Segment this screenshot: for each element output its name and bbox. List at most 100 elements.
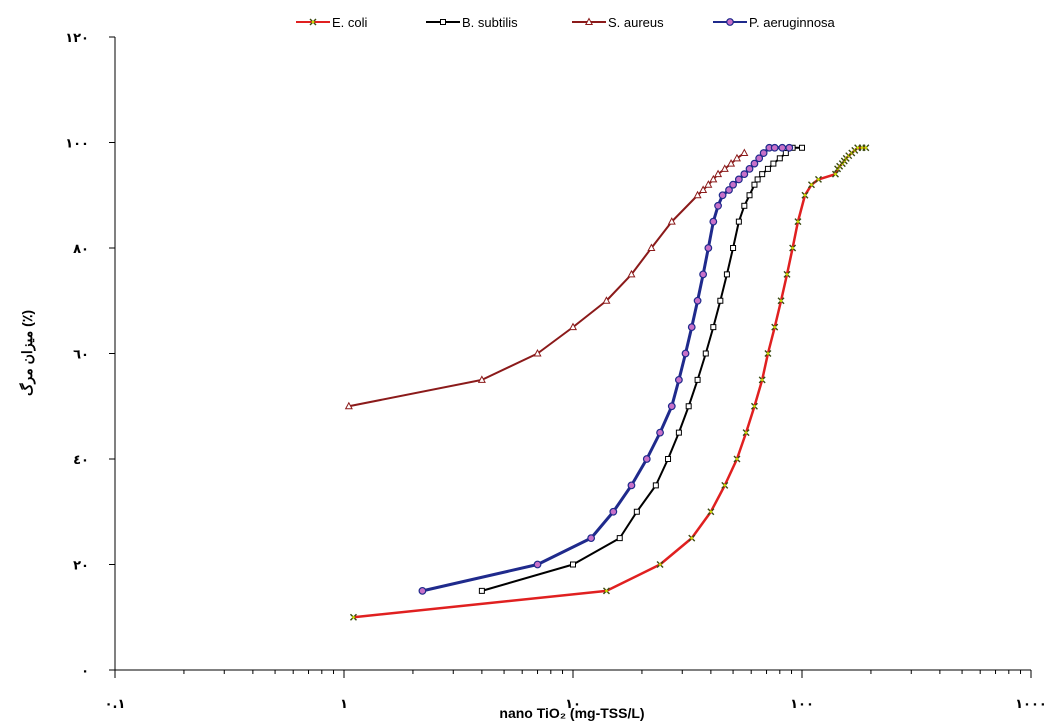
legend-label: B. subtilis — [462, 15, 518, 30]
legend-marker — [440, 19, 446, 25]
legend-marker — [584, 17, 594, 25]
data-point — [759, 149, 768, 157]
data-point — [735, 218, 742, 225]
series-p-aeruginnosa — [418, 143, 794, 595]
series-b-subtilis — [478, 144, 805, 594]
data-point — [699, 185, 708, 193]
y-axis-ticks: ٠ ٢٠ ٤٠ ٦٠ ٨٠ ١٠٠ ١٢٠ — [65, 31, 115, 679]
x-tick-label: ١ — [340, 697, 348, 712]
data-point — [418, 586, 427, 595]
legend-item: E. coli — [296, 15, 368, 30]
data-point — [740, 148, 749, 157]
data-point — [478, 587, 485, 594]
data-point — [750, 402, 758, 410]
data-point — [734, 175, 743, 184]
x-tick-label: ١٠ — [565, 697, 581, 712]
data-point — [633, 508, 640, 515]
data-point — [533, 560, 542, 569]
y-tick-label: ٠ — [81, 664, 89, 679]
data-point — [667, 402, 676, 411]
data-point — [533, 348, 542, 357]
data-point — [642, 455, 651, 463]
data-point — [862, 144, 870, 152]
data-point — [707, 508, 715, 516]
data-point — [727, 159, 736, 167]
x-tick-label: ١٠٠٠ — [1015, 697, 1047, 712]
data-point — [732, 153, 741, 162]
data-point — [627, 269, 636, 278]
data-point — [709, 174, 718, 183]
data-point — [602, 296, 611, 304]
data-point — [687, 323, 696, 332]
data-point — [720, 164, 729, 172]
data-point — [685, 403, 692, 410]
data-point — [771, 323, 779, 331]
data-point — [759, 171, 766, 178]
data-point — [656, 561, 664, 568]
data-point — [814, 175, 822, 183]
x-tick-label: ١٠٠ — [790, 697, 814, 712]
data-point — [764, 165, 771, 172]
axes — [114, 37, 1031, 671]
data-point — [718, 191, 727, 200]
legend-label: S. aureus — [608, 15, 664, 30]
data-point — [665, 456, 672, 462]
data-point — [725, 186, 733, 194]
data-point — [702, 350, 709, 357]
data-point — [568, 322, 578, 331]
legend-item: P. aeruginnosa — [713, 15, 836, 30]
x-tick-label: ٠.١ — [105, 697, 126, 712]
data-point — [570, 561, 576, 568]
data-point — [693, 296, 702, 305]
y-tick-label: ١٢٠ — [65, 31, 89, 46]
legend-item: S. aureus — [572, 15, 664, 30]
data-point — [714, 169, 723, 178]
x-axis-label: nano TiO₂ (mg-TSS/L) — [499, 705, 644, 721]
data-point — [742, 429, 750, 437]
x-axis-ticks: ٠.١ ١ ١٠ ١٠٠ ١٠٠٠ — [105, 670, 1047, 712]
data-point — [770, 160, 777, 167]
data-point — [785, 143, 794, 152]
data-point — [764, 350, 772, 357]
data-point — [807, 181, 815, 189]
data-point — [750, 159, 759, 168]
data-point — [681, 349, 690, 358]
data-point — [587, 534, 596, 543]
data-point — [794, 218, 802, 226]
data-point — [717, 297, 724, 304]
data-point — [674, 375, 683, 384]
data-point — [723, 271, 730, 278]
data-point — [801, 191, 809, 199]
y-tick-label: ٢٠ — [73, 559, 89, 574]
data-point — [647, 243, 656, 251]
data-point — [602, 587, 610, 595]
series-e-coli — [349, 144, 870, 621]
data-point — [789, 244, 797, 252]
data-point — [704, 244, 713, 252]
data-point — [699, 270, 708, 279]
series-line — [353, 146, 866, 619]
y-tick-label: ٦٠ — [73, 348, 89, 363]
data-point — [710, 324, 717, 331]
data-point — [751, 181, 758, 188]
data-point — [693, 190, 702, 199]
data-point — [656, 428, 664, 437]
data-point — [754, 176, 761, 183]
y-tick-label: ١٠٠ — [65, 137, 89, 152]
data-point — [831, 170, 839, 178]
data-point — [778, 143, 787, 152]
data-point — [675, 429, 682, 436]
data-point — [704, 180, 713, 188]
legend-label: P. aeruginnosa — [749, 15, 836, 30]
data-point — [349, 613, 357, 621]
data-point — [729, 180, 737, 189]
series-line — [481, 146, 802, 592]
legend-marker — [309, 18, 317, 26]
data-point — [730, 245, 737, 251]
legend-item: B. subtilis — [426, 15, 518, 30]
data-point — [609, 507, 618, 516]
data-point — [740, 170, 749, 179]
data-point — [776, 155, 783, 162]
data-point — [616, 535, 623, 542]
